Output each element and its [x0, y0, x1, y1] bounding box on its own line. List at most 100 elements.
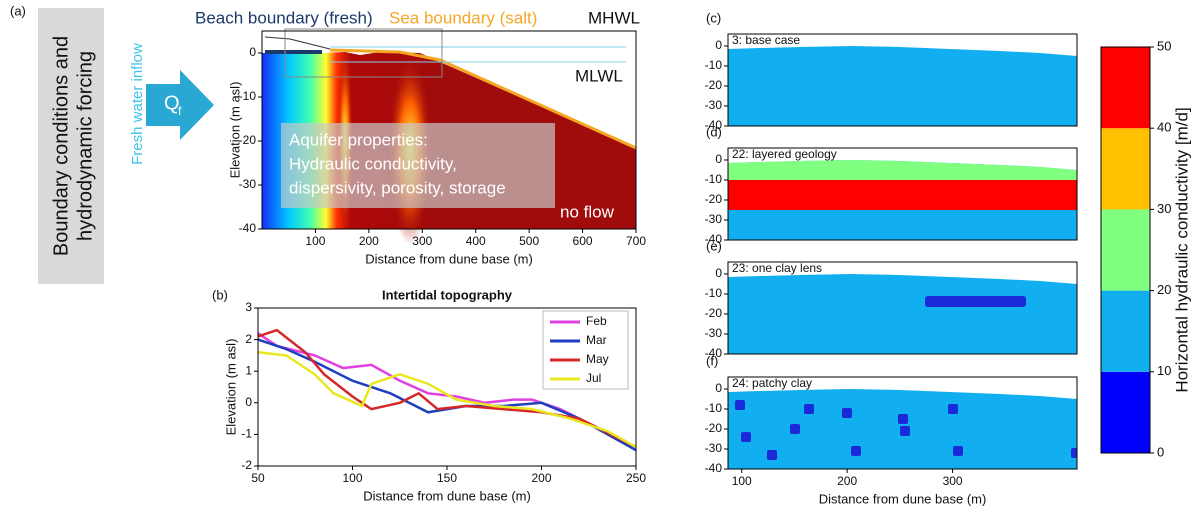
color-bin — [1101, 371, 1150, 453]
series-line — [257, 328, 637, 449]
y-tick-label: 10 — [1157, 363, 1171, 378]
clay-patches — [735, 400, 1077, 460]
x-tick-label: 300 — [412, 234, 432, 248]
sea-boundary — [329, 48, 637, 150]
panel-label: (f) — [706, 353, 718, 368]
y-tick-label: -10 — [705, 286, 723, 300]
annotation: Hydraulic conductivity, — [289, 154, 457, 173]
y-tick-label: 40 — [1157, 120, 1171, 135]
x-tick-label: 150 — [437, 471, 457, 485]
axes-frame — [727, 147, 1078, 241]
annotation: MLWL — [575, 66, 623, 85]
annotation: Aquifer properties: — [289, 130, 428, 149]
y-tick-label: 0 — [715, 266, 722, 280]
legend-label: Feb — [586, 314, 607, 328]
y-tick-label: -40 — [239, 221, 257, 235]
x-tick-label: 400 — [466, 234, 486, 248]
y-axis-label: Elevation (m asl) — [227, 82, 242, 179]
y-tick-label: -10 — [239, 89, 257, 103]
aquifer-box — [281, 123, 555, 208]
y-tick-label: 0 — [715, 152, 722, 166]
side-label: Boundary conditions and — [50, 36, 72, 256]
y-tick-label: 50 — [1157, 38, 1171, 53]
color-bin — [1101, 47, 1150, 129]
annotation: no flow — [560, 202, 615, 221]
y-tick-label: -20 — [705, 78, 723, 92]
inflow-label: Fresh water inflow — [129, 43, 146, 165]
clay-layer — [728, 180, 1077, 210]
y-tick-label: -30 — [705, 212, 723, 226]
panel-title: 3: base case — [732, 33, 800, 47]
y-axis-label: Elevation (m asl) — [223, 339, 238, 436]
legend-label: May — [586, 352, 609, 366]
x-tick-label: 200 — [837, 474, 857, 488]
inflow-symbol: Q — [164, 92, 180, 114]
panel-label: (a) — [10, 3, 26, 18]
y-tick-label: -30 — [239, 177, 257, 191]
y-tick-label: -1 — [241, 427, 252, 441]
legend-box — [542, 310, 629, 390]
legend-label: Jul — [586, 371, 601, 385]
zoom-box — [284, 28, 443, 78]
y-tick-label: -40 — [705, 461, 723, 475]
axes-frame — [261, 30, 637, 230]
panel-label: (d) — [706, 124, 722, 139]
x-tick-label: 500 — [519, 234, 539, 248]
panel-label: (b) — [212, 287, 228, 302]
aquifer — [728, 46, 1077, 126]
x-tick-label: 700 — [626, 234, 646, 248]
series-line — [257, 338, 637, 452]
y-tick-label: 1 — [245, 363, 252, 377]
panel-title: 22: layered geology — [732, 147, 837, 161]
color-bin — [1101, 290, 1150, 372]
inflow-subscript: f — [178, 104, 182, 118]
legend-label: Mar — [586, 333, 607, 347]
x-tick-label: 200 — [359, 234, 379, 248]
dune-profile — [264, 36, 331, 50]
color-bin — [1101, 128, 1150, 210]
x-tick-label: 50 — [251, 471, 265, 485]
y-tick-label: -40 — [705, 118, 723, 132]
y-tick-label: -40 — [705, 346, 723, 360]
sand-layer — [728, 160, 1077, 180]
y-tick-label: 0 — [249, 45, 256, 59]
y-tick-label: 0 — [245, 395, 252, 409]
x-tick-label: 300 — [943, 474, 963, 488]
annotation: Sea boundary (salt) — [389, 8, 537, 27]
colorbar-frame — [1100, 46, 1151, 454]
y-tick-label: -20 — [705, 306, 723, 320]
y-tick-label: 3 — [245, 300, 252, 314]
y-tick-label: -10 — [705, 58, 723, 72]
x-tick-label: 200 — [531, 471, 551, 485]
inflow-arrow — [146, 70, 214, 140]
y-tick-label: -30 — [705, 98, 723, 112]
y-tick-label: 0 — [715, 381, 722, 395]
clay-lens — [925, 296, 1026, 307]
chart-title: Intertidal topography — [382, 287, 513, 302]
y-tick-label: -10 — [705, 401, 723, 415]
panel-title: 23: one clay lens — [732, 261, 822, 275]
color-bin — [1101, 209, 1150, 291]
y-tick-label: -10 — [705, 172, 723, 186]
side-label: hydrodynamic forcing — [74, 51, 96, 241]
x-tick-label: 600 — [573, 234, 593, 248]
y-tick-label: -20 — [705, 421, 723, 435]
y-tick-label: 0 — [1157, 444, 1164, 459]
annotation: dispersivity, porosity, storage — [289, 178, 506, 197]
x-tick-label: 250 — [626, 471, 646, 485]
panel-label: (e) — [706, 238, 722, 253]
annotation: MHWL — [588, 8, 640, 27]
colorbar-label: Horizontal hydraulic conductivity [m/d] — [1172, 107, 1191, 392]
axes-frame — [727, 261, 1078, 355]
x-tick-label: 100 — [342, 471, 362, 485]
x-tick-label: 100 — [732, 474, 752, 488]
y-tick-label: 0 — [715, 38, 722, 52]
x-tick-label: 100 — [305, 234, 325, 248]
side-box — [38, 8, 104, 284]
y-tick-label: -20 — [705, 192, 723, 206]
y-tick-label: -30 — [705, 326, 723, 340]
section-fills — [728, 46, 1077, 469]
panel-title: 24: patchy clay — [732, 376, 812, 390]
aquifer — [728, 274, 1077, 354]
